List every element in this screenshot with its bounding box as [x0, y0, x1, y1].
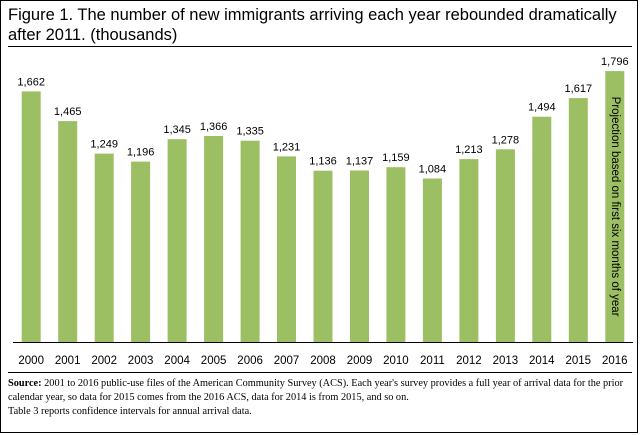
source-label: Source:	[8, 378, 42, 389]
x-tick-2000: 2000	[18, 355, 44, 367]
bar-2000	[21, 91, 41, 343]
annotation-group: Projection based on first six months of …	[609, 97, 621, 317]
bar-2005	[204, 136, 224, 342]
value-label-2007: 1,231	[273, 141, 301, 153]
value-label-2010: 1,159	[382, 152, 410, 164]
x-tick-2001: 2001	[55, 355, 81, 367]
bar-2016	[605, 71, 625, 342]
x-tick-2011: 2011	[420, 355, 445, 367]
source-note: Source: 2001 to 2016 public-use files of…	[8, 377, 634, 419]
bar-2004	[167, 139, 187, 342]
x-tick-2004: 2004	[164, 355, 190, 367]
value-label-2002: 1,249	[90, 139, 118, 151]
x-tick-2007: 2007	[274, 355, 300, 367]
value-label-2003: 1,196	[127, 147, 155, 159]
bar-2007	[277, 156, 296, 342]
x-tick-2003: 2003	[128, 355, 154, 367]
value-label-2015: 1,617	[565, 83, 593, 95]
x-tick-2016: 2016	[602, 355, 628, 367]
x-tick-2009: 2009	[347, 355, 373, 367]
bar-2009	[350, 170, 369, 342]
value-label-2016: 1,796	[601, 56, 629, 68]
bar-2012	[459, 159, 479, 342]
bar-2014	[532, 116, 552, 342]
value-label-2008: 1,136	[309, 156, 337, 168]
bar-2011	[422, 178, 442, 342]
bar-chart: 1,662 1,465 1,249 1,196 1,345 1,366 1,335 1,231…	[13, 56, 633, 367]
x-tick-2014: 2014	[529, 355, 555, 367]
bars-group	[21, 71, 625, 343]
value-label-2005: 1,366	[200, 121, 228, 133]
bar-2015	[568, 98, 588, 342]
value-label-2009: 1,137	[346, 156, 374, 168]
value-label-2012: 1,213	[455, 144, 483, 156]
projection-annotation: Projection based on first six months of …	[609, 97, 621, 317]
x-tick-2012: 2012	[456, 355, 482, 367]
source-table-note: Table 3 reports confidence intervals for…	[8, 406, 252, 417]
x-tick-2013: 2013	[493, 355, 519, 367]
bar-2006	[240, 140, 260, 342]
bar-2003	[131, 161, 151, 342]
value-label-2000: 1,662	[17, 76, 45, 88]
value-label-2013: 1,278	[492, 134, 520, 146]
bar-2013	[495, 149, 515, 342]
bar-2001	[58, 121, 78, 342]
value-label-2011: 1,084	[419, 164, 447, 176]
value-label-2006: 1,335	[236, 126, 264, 138]
value-labels-group: 1,662 1,465 1,249 1,196 1,345 1,366 1,335 1,231…	[17, 56, 628, 175]
title-divider	[8, 46, 632, 47]
x-tick-2005: 2005	[201, 355, 227, 367]
value-label-2004: 1,345	[163, 124, 191, 136]
x-tick-2002: 2002	[91, 355, 117, 367]
x-tick-2010: 2010	[383, 355, 409, 367]
bar-2010	[386, 167, 406, 342]
x-tick-2015: 2015	[566, 355, 592, 367]
x-tick-2008: 2008	[310, 355, 336, 367]
source-divider	[8, 372, 632, 373]
source-text: 2001 to 2016 public-use files of the Ame…	[8, 378, 624, 403]
x-tick-labels-group: 2000 2001 2002 2003 2004 2005 2006 2007 2008 2009…	[18, 355, 627, 367]
bar-2008	[313, 170, 333, 342]
chart-title: Figure 1. The number of new immigrants a…	[8, 6, 617, 44]
value-label-2001: 1,465	[54, 106, 82, 118]
bar-2002	[94, 153, 114, 342]
value-label-2014: 1,494	[528, 102, 556, 114]
x-tick-2006: 2006	[237, 355, 263, 367]
